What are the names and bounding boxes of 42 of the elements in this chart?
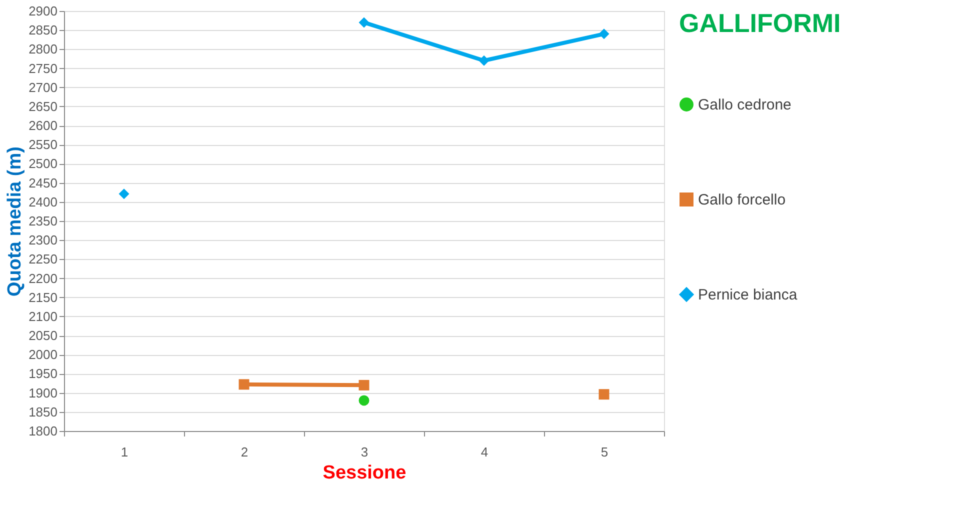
point [358, 395, 370, 406]
y-tick-label: 2850 [28, 22, 58, 38]
y-tick-label: 1800 [28, 424, 58, 438]
y-tick-label: 2400 [28, 194, 58, 210]
y-tick-label: 2300 [28, 232, 58, 248]
y-tick-label: 2000 [28, 347, 58, 362]
x-tick-label: 4 [480, 444, 488, 460]
y-tick-label: 2800 [28, 42, 58, 57]
y-tick-label: 1850 [28, 404, 58, 420]
y-tick-label: 2050 [28, 328, 58, 344]
legend-label: Gallo cedrone [698, 96, 792, 114]
y-tick-label: 2650 [28, 98, 58, 114]
x-tick-label: 5 [600, 444, 608, 460]
x-tick-label: 1 [120, 444, 128, 460]
y-tick-label: 2250 [28, 252, 58, 267]
point [478, 55, 490, 66]
y-tick-label: 2900 [28, 4, 58, 18]
x-axis-title: Sessione [322, 462, 406, 484]
y-tick-label: 1950 [28, 366, 58, 382]
x-tick-label: 2 [240, 444, 248, 460]
point [358, 17, 370, 28]
point [598, 28, 610, 40]
legend-title: GALLIFORMI [679, 8, 841, 38]
y-tick-label: 2700 [28, 80, 58, 95]
y-axis-title: Quota media (m) [4, 146, 26, 296]
y-tick-label: 2600 [28, 118, 58, 134]
y-tick-label: 2200 [28, 270, 58, 286]
y-tick-label: 2550 [28, 137, 58, 152]
y-tick-label: 2350 [28, 214, 58, 228]
point [598, 389, 610, 400]
legend-label: Gallo forcello [698, 192, 786, 208]
y-tick-label: 1900 [28, 385, 58, 400]
legend-label: Pernice bianca [698, 286, 798, 304]
point [118, 188, 130, 200]
y-tick-label: 2150 [28, 290, 58, 305]
x-tick-label: 3 [360, 444, 368, 460]
y-tick-label: 2450 [28, 175, 58, 190]
y-tick-label: 2100 [28, 308, 58, 324]
point [358, 380, 370, 390]
y-tick-label: 2750 [28, 60, 58, 76]
y-tick-label: 2500 [28, 156, 58, 172]
point [238, 379, 250, 390]
